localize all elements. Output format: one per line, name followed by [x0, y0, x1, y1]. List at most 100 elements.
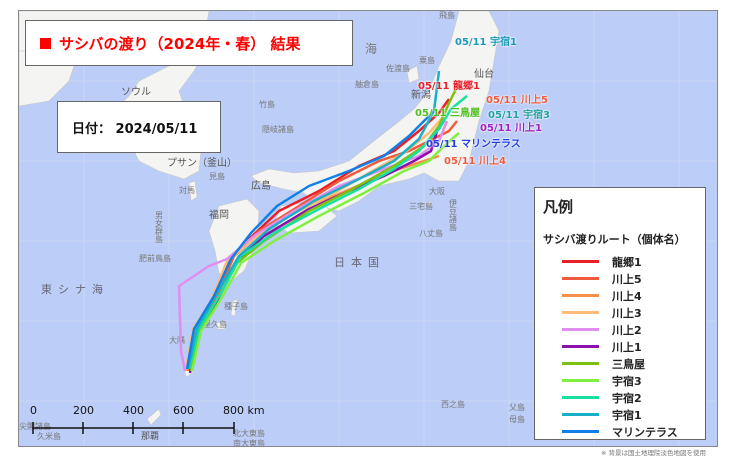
date-label: 日付： 2024/05/11	[72, 121, 198, 137]
legend-title: 凡例	[543, 198, 574, 216]
label-tobishima: 飛島	[439, 11, 455, 20]
label-sea: 海	[365, 41, 377, 56]
legend-item: 川上5	[543, 270, 705, 287]
legend-item-name: 川上4	[612, 289, 642, 303]
land-tsushima	[188, 180, 198, 202]
land-tanegashima	[230, 298, 238, 317]
land	[19, 11, 500, 426]
label-osaka: 大阪	[429, 186, 445, 196]
place-labels: 海 佐渡島 舳倉島 粟島 飛島 仙台 新潟 ソウル 竹島 隠岐諸島 プサン（釜山…	[19, 11, 525, 447]
title-box: サシバの渡り（2024年・春） 結果	[25, 20, 353, 66]
label-osumi: 大隅	[169, 335, 185, 345]
legend-item-name: 宇宿1	[612, 408, 642, 422]
label-awashima: 粟島	[419, 55, 435, 65]
legend-item: 三鳥屋	[543, 355, 705, 372]
legend-item-name: 龍郷1	[612, 255, 642, 269]
legend-item: 宇宿1	[543, 406, 705, 423]
label-miyake: 三宅島	[409, 201, 433, 211]
label-hegura: 舳倉島	[355, 79, 379, 89]
legend-subtitle: サシバ渡りルート（個体名）	[543, 233, 686, 246]
route-end-label: 05/11 マリンテラス	[426, 139, 521, 150]
label-hizen: 肥前鳥島	[139, 253, 171, 263]
label-mishima: 見島	[209, 171, 225, 181]
legend-swatch	[562, 345, 599, 348]
land-yakushima	[216, 321, 226, 330]
label-chichijima: 父島	[509, 402, 525, 412]
label-nishinoshima: 西之島	[441, 399, 465, 409]
land-izu	[426, 200, 432, 208]
legend-item-name: 川上2	[612, 323, 642, 337]
label-niigata: 新潟	[411, 88, 431, 101]
legend-swatch	[562, 260, 599, 263]
legend-swatch	[562, 379, 599, 382]
legend-swatch	[562, 430, 599, 433]
legend-swatch	[562, 413, 599, 416]
legend-swatch	[562, 362, 599, 365]
label-izu: 伊豆諸島	[449, 198, 458, 232]
label-hiroshima: 広島	[251, 179, 271, 192]
legend-item-name: 川上1	[612, 340, 642, 354]
label-kitadaito: 北大東島	[233, 428, 265, 438]
scale-tick-200: 200	[73, 404, 94, 417]
legend-item-name: 三鳥屋	[612, 357, 645, 371]
label-sado: 佐渡島	[386, 63, 410, 73]
label-tsushima: 対馬	[179, 185, 195, 195]
label-oki: 隠岐諸島	[262, 124, 294, 134]
legend-item: 宇宿2	[543, 389, 705, 406]
credit: ※ 背景は国土地理院淡色地図を使用	[600, 449, 706, 457]
label-japan: 日本国	[334, 255, 385, 269]
scale-bar: 0 200 400 600 800 km	[30, 405, 270, 435]
routes	[177, 70, 468, 374]
legend-item-name: 川上3	[612, 306, 642, 320]
scale-tick-600: 600	[173, 404, 194, 417]
route-end-label: 05/11 宇宿3	[488, 110, 550, 121]
land-okinawa	[146, 408, 162, 426]
route-end-label: 05/11 龍郷1	[418, 81, 480, 92]
label-minamidaito: 南大東島	[233, 438, 265, 447]
scale-tick-800: 800 km	[223, 404, 265, 417]
legend-item-name: 宇宿3	[612, 374, 642, 388]
legend-item: 川上4	[543, 287, 705, 304]
route-11	[185, 110, 435, 370]
scale-line	[32, 422, 235, 434]
legend-swatch	[562, 294, 599, 297]
label-hahajima: 母島	[509, 414, 525, 424]
graticule	[19, 11, 717, 446]
legend-item: 龍郷1	[543, 253, 705, 270]
route-end-label: 05/11 宇宿1	[455, 37, 517, 48]
legend-item: 宇宿3	[543, 372, 705, 389]
legend: 凡例 サシバ渡りルート（個体名） 龍郷1 川上5 川上4 川上3 川上2 川上1 三鳥屋宇宿…	[534, 187, 706, 440]
land-sado	[406, 65, 420, 84]
route-10	[186, 70, 441, 370]
route-5	[177, 120, 449, 372]
label-senkaku: 尖閣諸島	[19, 421, 51, 431]
label-yakushima: 屋久島	[203, 319, 227, 329]
label-naha: 那覇	[141, 431, 159, 442]
route-end-label: 05/11 川上4	[444, 156, 506, 167]
label-sendai: 仙台	[474, 67, 494, 80]
legend-item: マリンテラス	[543, 423, 705, 440]
legend-swatch	[562, 328, 599, 331]
legend-item: 川上2	[543, 321, 705, 338]
route-8	[190, 132, 460, 372]
page-title: サシバの渡り（2024年・春） 結果	[59, 34, 301, 53]
label-tanegashima: 種子島	[224, 301, 248, 311]
label-kumejima: 久米島	[37, 431, 61, 441]
date-box: 日付： 2024/05/11	[57, 101, 221, 153]
legend-item-name: 川上5	[612, 272, 642, 286]
route-9	[187, 95, 468, 370]
route-end-label: 05/11 川上5	[486, 95, 548, 106]
route-end-label: 05/11 三鳥屋	[415, 108, 480, 119]
legend-item-name: マリンテラス	[612, 425, 678, 439]
scale-tick-400: 400	[123, 404, 144, 417]
label-danjo: 男女群島	[155, 211, 164, 244]
title-square-icon	[40, 37, 51, 49]
legend-item: 川上1	[543, 338, 705, 355]
label-fukuoka: 福岡	[209, 208, 229, 221]
label-takeshima: 竹島	[259, 99, 275, 109]
legend-item: 川上3	[543, 304, 705, 321]
label-hachijo: 八丈島	[419, 228, 443, 238]
scale-tick-0: 0	[30, 404, 37, 417]
legend-item-name: 宇宿2	[612, 391, 642, 405]
label-east-china-sea: 東シナ海	[41, 282, 109, 296]
